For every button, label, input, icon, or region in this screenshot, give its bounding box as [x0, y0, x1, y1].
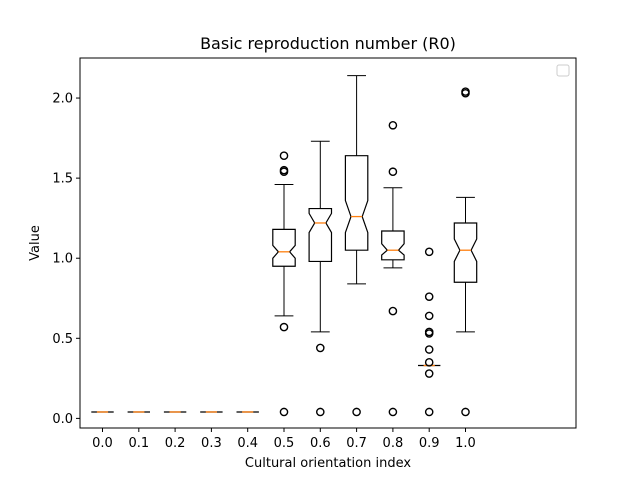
outlier-point [424, 247, 434, 257]
box-body [344, 155, 369, 251]
box-body [381, 230, 405, 261]
x-tick-label: 0.7 [346, 436, 367, 451]
box-body [453, 222, 478, 283]
outlier-point [315, 407, 325, 417]
chart-title: Basic reproduction number (R0) [200, 34, 456, 53]
axes-frame [79, 57, 577, 429]
x-tick-label: 0.9 [419, 436, 440, 451]
x-tick-label: 0.1 [128, 436, 149, 451]
outlier-point [424, 407, 434, 417]
outlier-point [388, 120, 398, 130]
outlier-point [388, 167, 398, 177]
x-tick-label: 0.3 [201, 436, 222, 451]
outlier-point [424, 358, 434, 367]
x-tick-label: 0.6 [310, 436, 331, 451]
x-tick-label: 0.0 [92, 436, 113, 451]
x-axis-label: Cultural orientation index [245, 456, 411, 471]
outlier-point [424, 292, 434, 301]
y-tick-label: 1.5 [52, 172, 73, 187]
outlier-point [279, 322, 289, 332]
outlier-point [279, 151, 289, 161]
y-tick-label: 1.0 [52, 252, 73, 267]
outlier-point [424, 369, 434, 378]
outlier-point [424, 329, 434, 338]
x-tick-label: 0.8 [383, 436, 404, 451]
box-body [272, 228, 296, 267]
y-axis-label: Value [28, 225, 43, 261]
outlier-point [461, 88, 470, 98]
x-tick-label: 0.5 [274, 436, 295, 451]
y-tick-label: 0.5 [52, 332, 73, 347]
box-body [308, 207, 333, 263]
outlier-point [315, 343, 325, 353]
outlier-point [461, 407, 470, 417]
y-tick-label: 2.0 [52, 92, 73, 107]
y-tick-label: 0.0 [52, 412, 73, 427]
outlier-point [388, 306, 398, 316]
outlier-point [279, 407, 289, 417]
outlier-point [388, 407, 398, 417]
x-tick-label: 0.4 [237, 436, 258, 451]
outlier-point [424, 311, 434, 321]
x-tick-label: 1.0 [455, 436, 476, 451]
plot-marks: 0.0 0.5 1.0 1.5 2.0 0.0 0.1 0.2 0.3 0.4 0.5 0.6 0.7 0… [52, 75, 478, 451]
outlier-point [424, 345, 434, 354]
legend-box [556, 64, 570, 77]
outlier-point [352, 407, 361, 417]
outlier-point [279, 167, 289, 177]
x-tick-label: 0.2 [165, 436, 186, 451]
